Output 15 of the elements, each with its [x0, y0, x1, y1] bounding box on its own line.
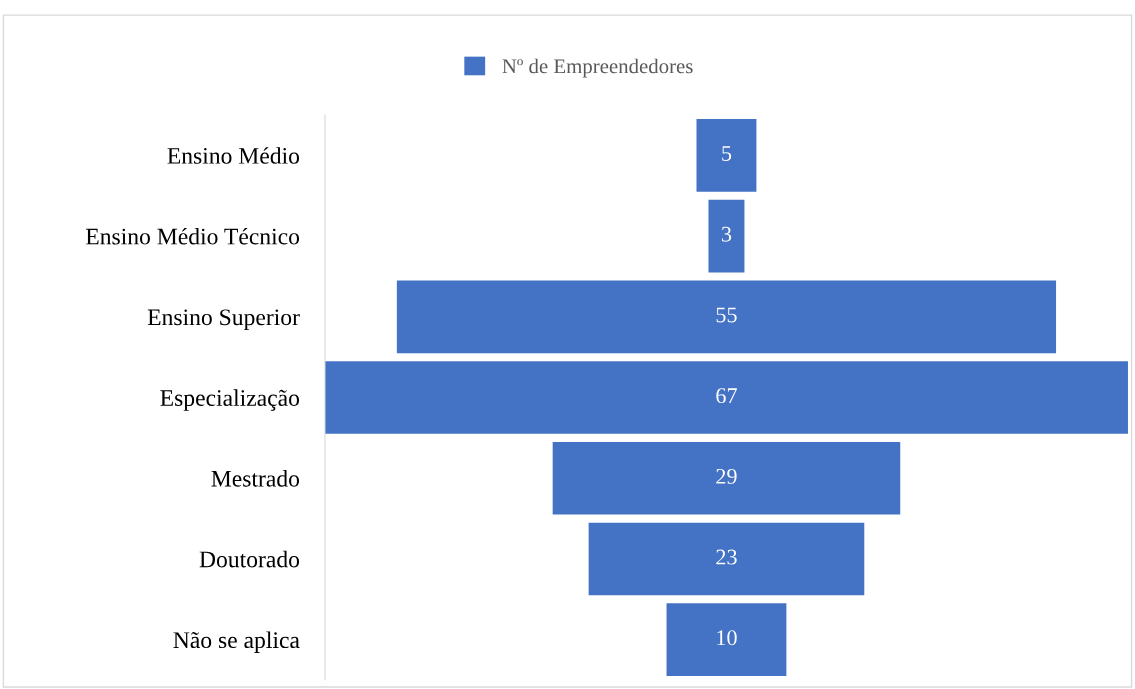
data-label: 5	[722, 146, 732, 161]
category-label: Doutorado	[199, 550, 300, 568]
category-label: Ensino Médio	[167, 147, 300, 164]
category-label: Mestrado	[211, 470, 300, 487]
category-label: Não se aplica	[173, 631, 300, 653]
category-label: Especialização	[160, 389, 300, 411]
legend-label: Nº de Empreendedores	[502, 58, 693, 78]
data-label: 67	[716, 388, 737, 404]
data-label: 3	[721, 226, 732, 242]
category-label: Ensino Superior	[147, 309, 300, 331]
data-label: 29	[716, 468, 737, 484]
data-label: 23	[716, 549, 737, 565]
data-label: 10	[717, 630, 737, 646]
category-label: Ensino Médio Técnico	[85, 227, 300, 245]
data-label: 55	[716, 307, 737, 323]
